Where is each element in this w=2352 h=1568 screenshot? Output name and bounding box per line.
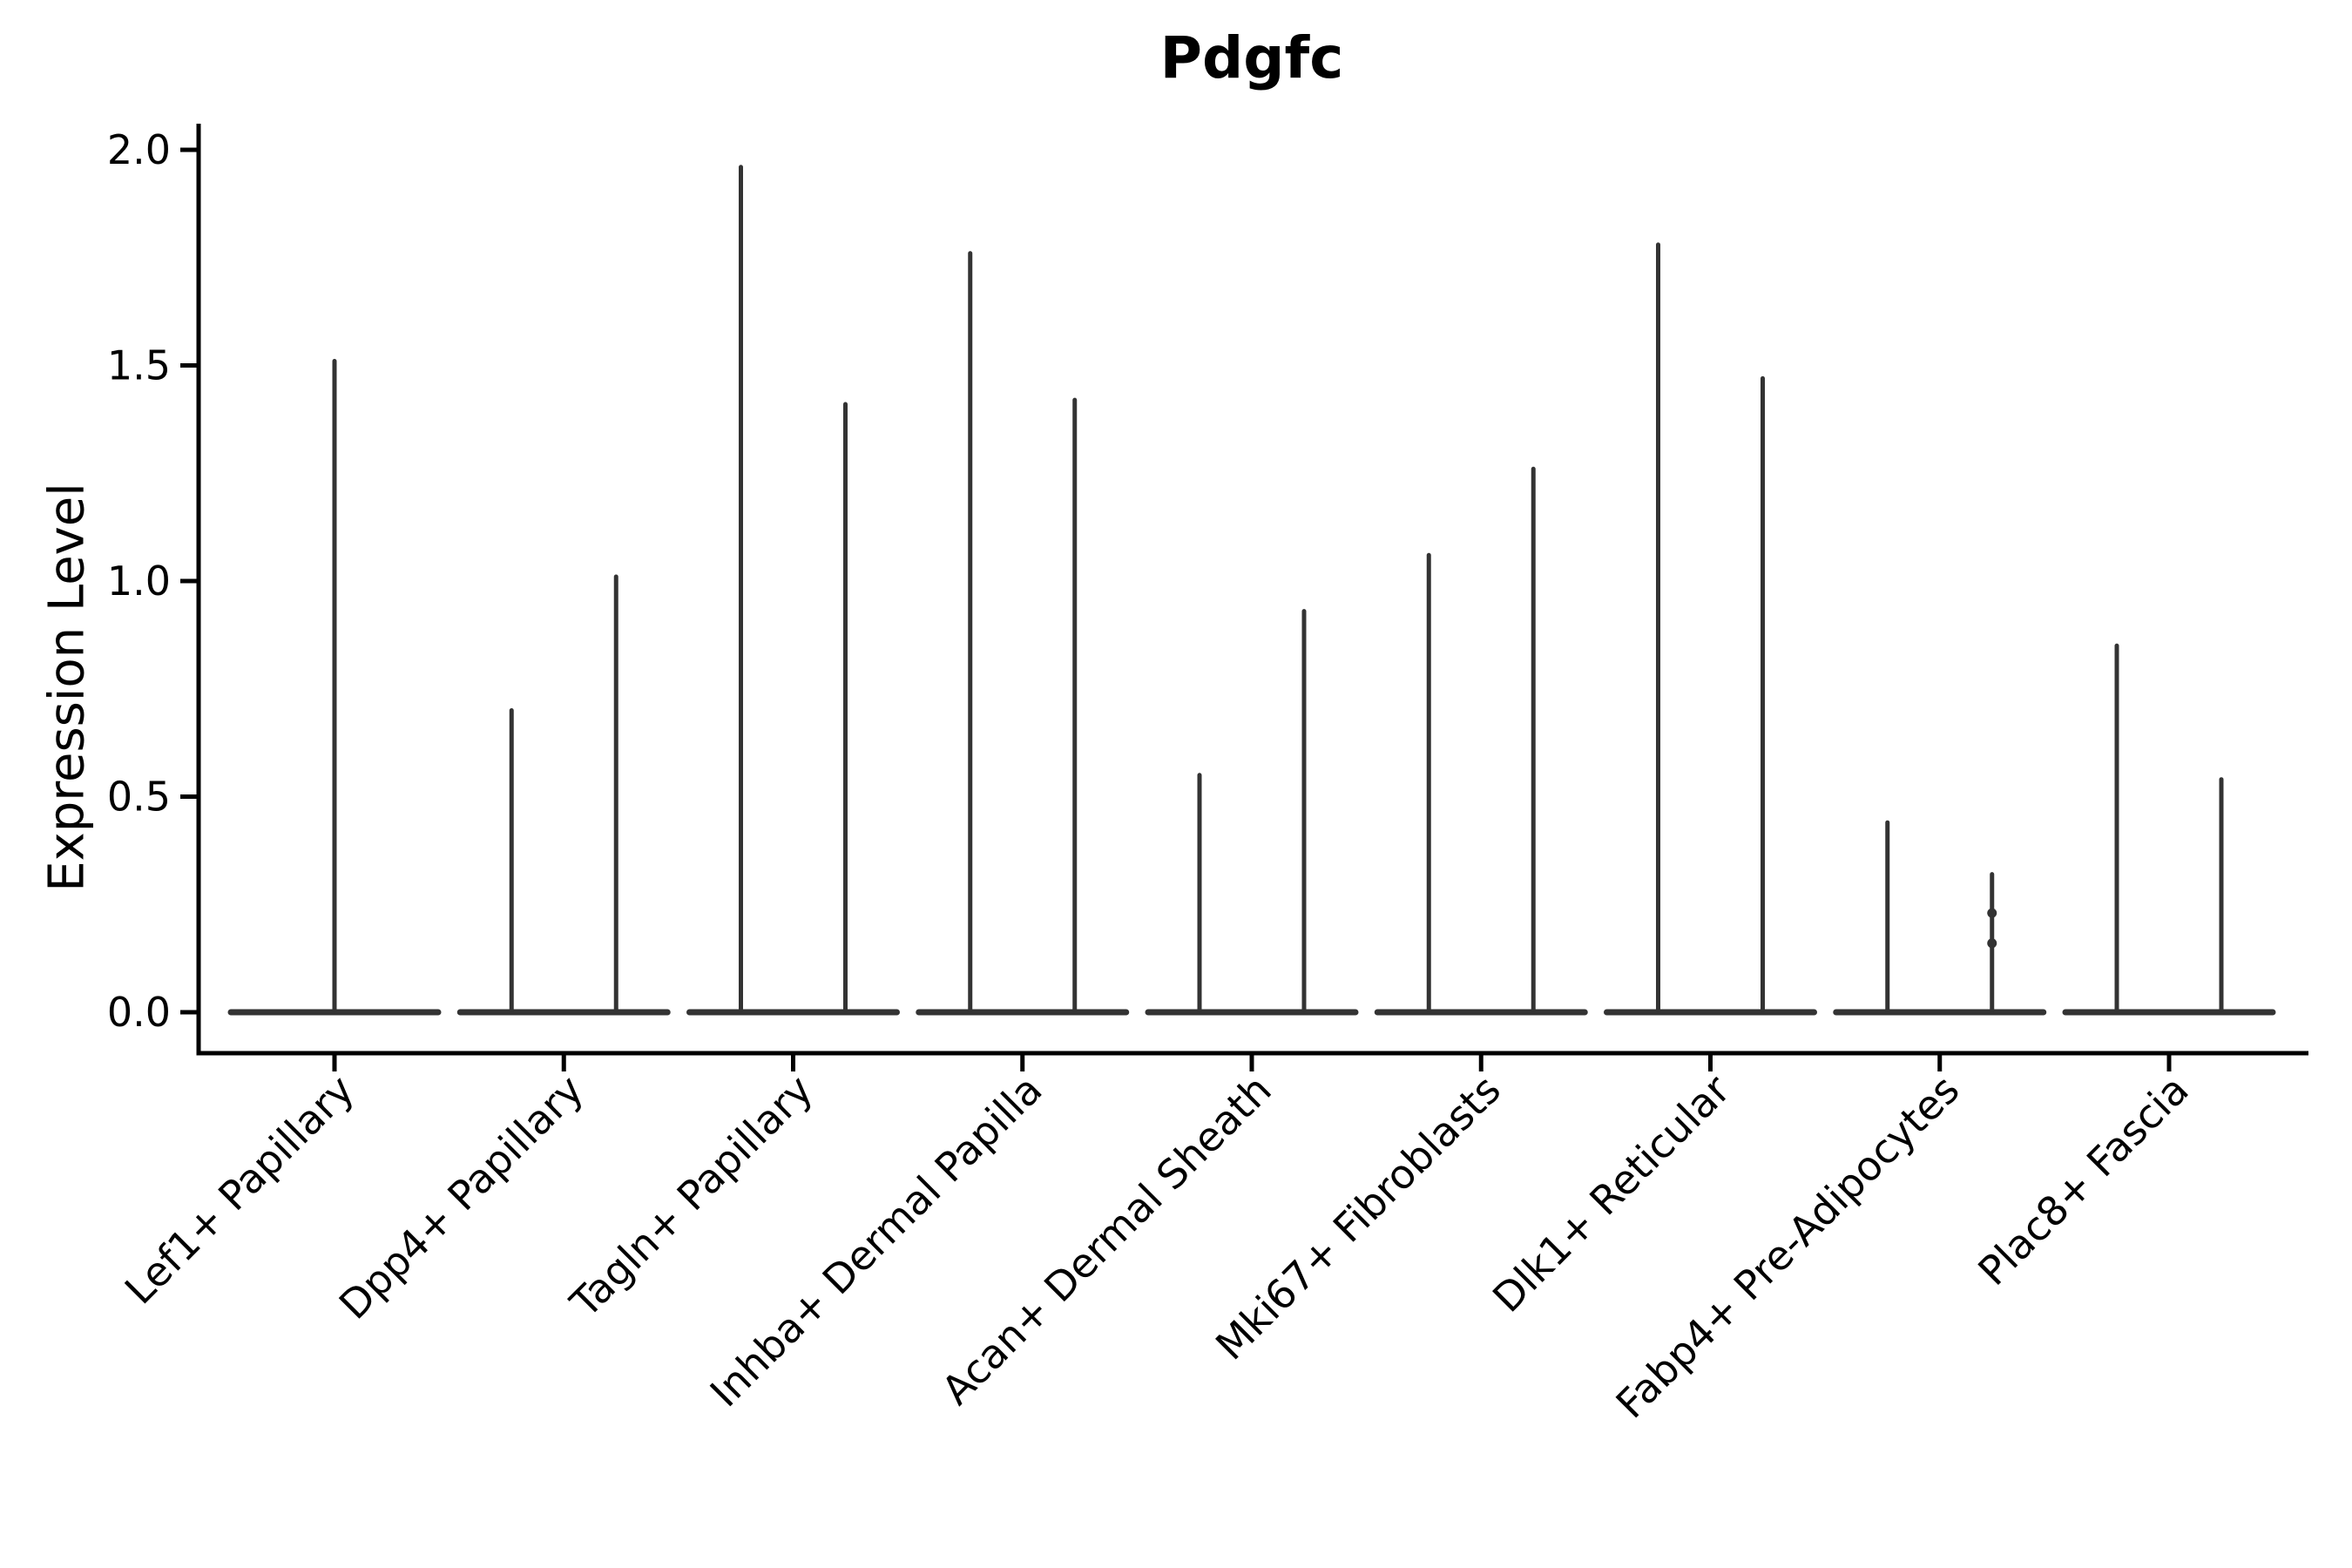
y-tick-label: 2.0 bbox=[107, 126, 171, 173]
y-tick-label: 1.5 bbox=[107, 342, 171, 389]
y-tick-label: 0.0 bbox=[107, 989, 171, 1036]
x-tick-label: Tagln+ Papillary bbox=[561, 1066, 822, 1328]
x-tick-label: Dlk1+ Reticular bbox=[1484, 1066, 1739, 1321]
violin-dot bbox=[1987, 908, 1997, 918]
y-tick-label: 0.5 bbox=[107, 774, 171, 821]
violin-dot bbox=[1987, 938, 1997, 949]
x-tick-label: Plac8+ Fascia bbox=[1969, 1066, 2197, 1294]
x-tick-label: Dpp4+ Papillary bbox=[330, 1066, 592, 1328]
y-tick-label: 1.0 bbox=[107, 558, 171, 605]
x-tick-label: Lef1+ Papillary bbox=[116, 1066, 363, 1314]
chart-title: Pdgfc bbox=[1159, 24, 1344, 91]
